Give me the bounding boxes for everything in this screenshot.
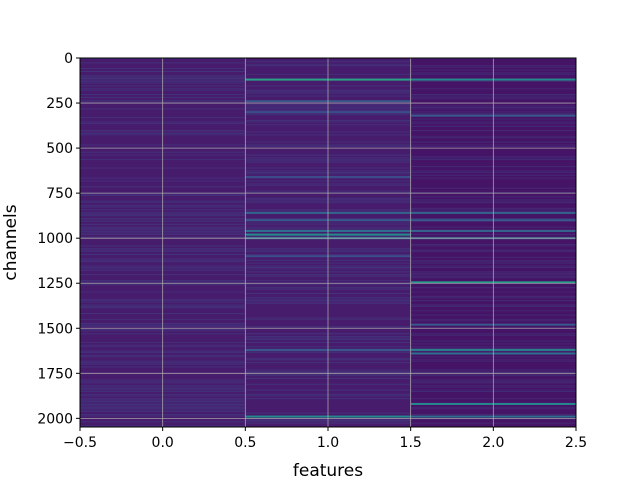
y-tick-label: 1250 — [37, 276, 73, 292]
x-tick-label: 2.5 — [565, 435, 587, 451]
y-tick-label: 250 — [46, 96, 73, 112]
y-tick-label: 1750 — [37, 366, 73, 382]
y-tick-label: 500 — [46, 141, 73, 157]
x-tick-label: 0.0 — [152, 435, 174, 451]
x-tick-label: 2.0 — [482, 435, 504, 451]
y-tick-label: 750 — [46, 186, 73, 202]
x-tick-label: 0.5 — [234, 435, 256, 451]
y-tick-label: 2000 — [37, 411, 73, 427]
y-tick-label: 0 — [64, 51, 73, 67]
y-tick-label: 1500 — [37, 321, 73, 337]
x-tick-label: 1.0 — [317, 435, 339, 451]
axis-ticks: −0.5 0.0 0.5 1.0 1.5 2.0 2.5 0 250 500 750 1000 1250… — [37, 51, 587, 451]
y-tick-label: 1000 — [37, 231, 73, 247]
y-axis-label: channels — [1, 204, 21, 280]
x-tick-label: −0.5 — [63, 435, 97, 451]
x-axis-label: features — [293, 461, 363, 480]
x-tick-label: 1.5 — [400, 435, 422, 451]
